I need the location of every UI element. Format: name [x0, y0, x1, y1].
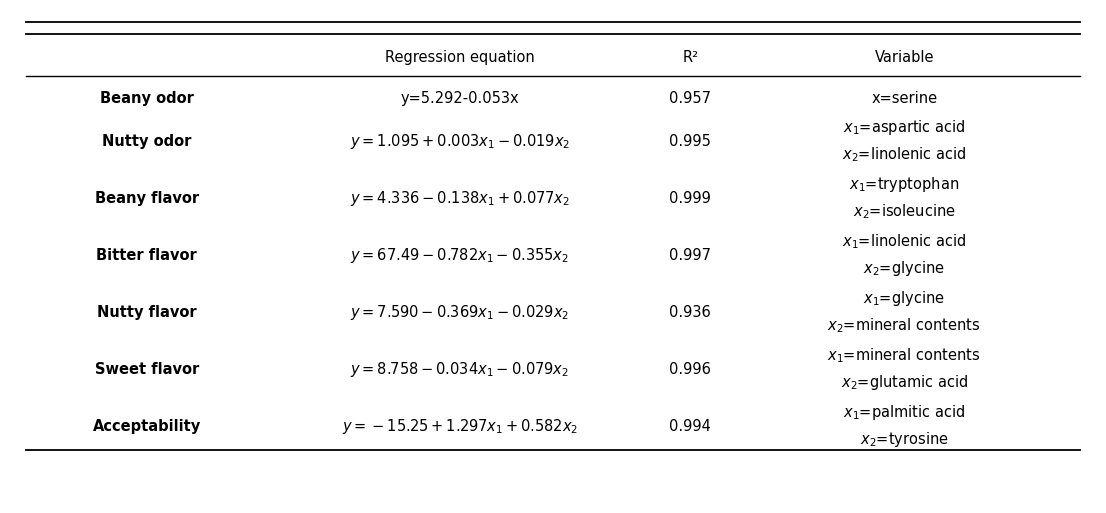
Text: Regression equation: Regression equation: [385, 50, 534, 65]
Text: $x_2$=mineral contents: $x_2$=mineral contents: [827, 317, 981, 335]
Text: $y=7.590-0.369x_1-0.029x_2$: $y=7.590-0.369x_1-0.029x_2$: [351, 303, 570, 322]
Text: $x_2$=glutamic acid: $x_2$=glutamic acid: [841, 373, 968, 392]
Text: $x_1$=aspartic acid: $x_1$=aspartic acid: [843, 118, 966, 137]
Text: 0.957: 0.957: [669, 91, 711, 106]
Text: $y=67.49-0.782x_1-0.355x_2$: $y=67.49-0.782x_1-0.355x_2$: [351, 246, 570, 265]
Text: $x_2$=glycine: $x_2$=glycine: [864, 260, 946, 279]
Text: Acceptability: Acceptability: [93, 419, 201, 433]
Text: 0.936: 0.936: [669, 305, 711, 320]
Text: Beany flavor: Beany flavor: [95, 191, 199, 206]
Text: $x_1$=palmitic acid: $x_1$=palmitic acid: [843, 403, 966, 422]
Text: $y=-15.25+1.297x_1+0.582x_2$: $y=-15.25+1.297x_1+0.582x_2$: [342, 417, 577, 436]
Text: Variable: Variable: [875, 50, 933, 65]
Text: 0.997: 0.997: [669, 248, 711, 263]
Text: $x_1$=mineral contents: $x_1$=mineral contents: [827, 346, 981, 365]
Text: $x_1$=glycine: $x_1$=glycine: [864, 289, 946, 308]
Text: 0.996: 0.996: [669, 362, 711, 377]
Text: Sweet flavor: Sweet flavor: [95, 362, 199, 377]
Text: $x_2$=isoleucine: $x_2$=isoleucine: [853, 203, 956, 221]
Text: Bitter flavor: Bitter flavor: [96, 248, 197, 263]
Text: Nutty flavor: Nutty flavor: [97, 305, 197, 320]
Text: $x_1$=tryptophan: $x_1$=tryptophan: [849, 175, 959, 194]
Text: 0.994: 0.994: [669, 419, 711, 433]
Text: Nutty odor: Nutty odor: [102, 134, 191, 149]
Text: 0.999: 0.999: [669, 191, 711, 206]
Text: R²: R²: [682, 50, 698, 65]
Text: $y=1.095+0.003x_1-0.019x_2$: $y=1.095+0.003x_1-0.019x_2$: [349, 132, 570, 151]
Text: $x_2$=linolenic acid: $x_2$=linolenic acid: [842, 146, 967, 164]
Text: y=5.292-0.053x: y=5.292-0.053x: [400, 91, 519, 106]
Text: $y=4.336-0.138x_1+0.077x_2$: $y=4.336-0.138x_1+0.077x_2$: [349, 189, 570, 208]
Text: $x_1$=linolenic acid: $x_1$=linolenic acid: [842, 232, 967, 251]
Text: Beany odor: Beany odor: [100, 91, 194, 106]
Text: $y=8.758-0.034x_1-0.079x_2$: $y=8.758-0.034x_1-0.079x_2$: [351, 360, 570, 379]
Text: 0.995: 0.995: [669, 134, 711, 149]
Text: x=serine: x=serine: [872, 91, 937, 106]
Text: $x_2$=tyrosine: $x_2$=tyrosine: [859, 430, 949, 449]
